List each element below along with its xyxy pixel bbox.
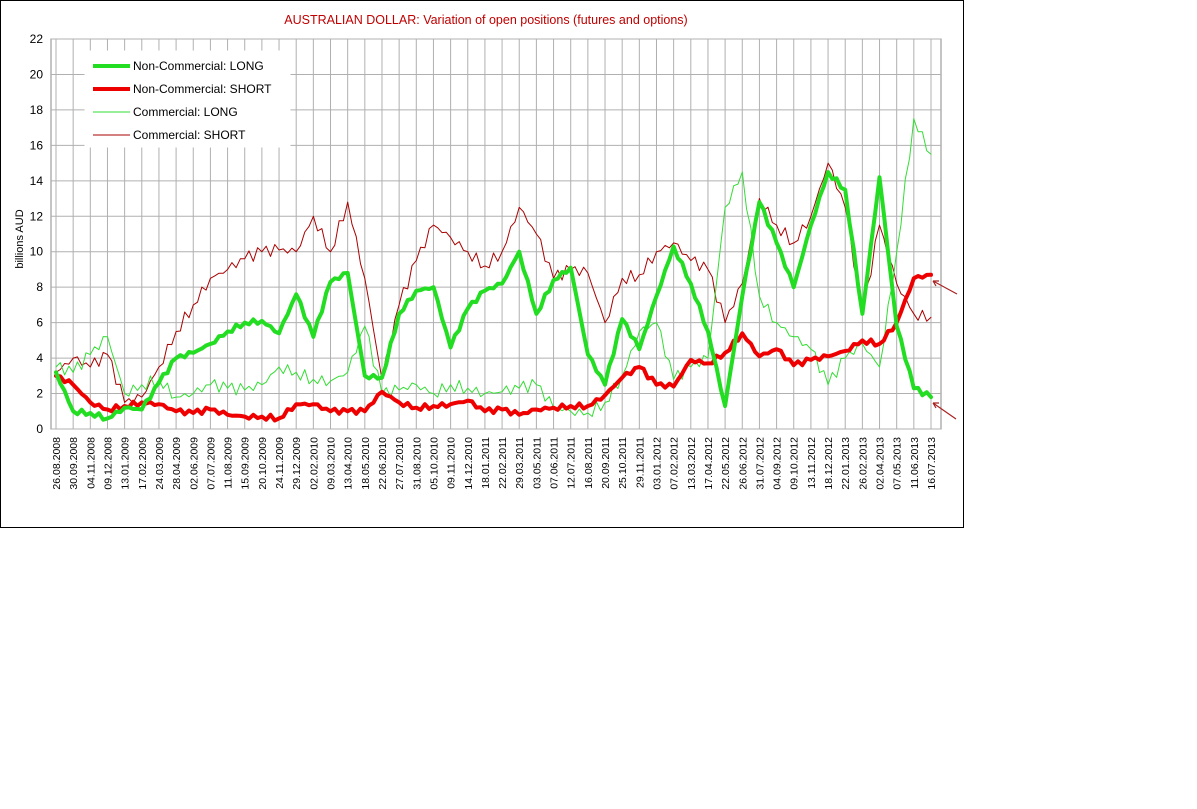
x-tick-label: 09.11.2010 — [446, 437, 458, 489]
x-tick-label: 18.05.2010 — [360, 437, 372, 490]
x-tick-label: 28.04.2009 — [171, 437, 183, 490]
x-tick-label: 30.09.2008 — [68, 437, 80, 490]
x-tick-label: 18.01.2011 — [480, 437, 492, 489]
series-line-1 — [54, 272, 933, 423]
y-tick-label: 22 — [30, 32, 44, 46]
series-line-0 — [54, 170, 933, 422]
x-tick-label: 14.12.2010 — [463, 437, 475, 490]
chart-title: AUSTRALIAN DOLLAR: Variation of open pos… — [284, 13, 687, 27]
x-tick-label: 12.07.2011 — [566, 437, 578, 489]
x-tick-label: 13.03.2012 — [686, 437, 698, 490]
x-tick-label: 07.02.2012 — [669, 437, 681, 490]
x-tick-label: 13.04.2010 — [343, 437, 355, 490]
x-tick-label: 05.10.2010 — [428, 437, 440, 490]
x-tick-label: 11.06.2013 — [909, 437, 921, 489]
x-tick-label: 31.07.2012 — [754, 437, 766, 490]
x-tick-label: 02.06.2009 — [188, 437, 200, 490]
x-tick-label: 03.01.2012 — [651, 437, 663, 490]
x-tick-label: 26.06.2012 — [737, 437, 749, 490]
y-tick-label: 2 — [36, 387, 43, 401]
x-tick-label: 11.08.2009 — [223, 437, 235, 489]
x-tick-label: 17.04.2012 — [703, 437, 715, 490]
x-tick-label: 16.08.2011 — [583, 437, 595, 489]
x-tick-label: 26.02.2013 — [857, 437, 869, 490]
x-tick-label: 02.02.2010 — [308, 437, 320, 490]
legend-entry: Commercial: LONG — [133, 105, 238, 119]
x-tick-label: 20.09.2011 — [600, 437, 612, 489]
x-tick-label: 22.05.2012 — [720, 437, 732, 490]
x-tick-label: 26.08.2008 — [51, 437, 63, 490]
x-tick-label: 22.02.2011 — [497, 437, 509, 489]
x-tick-label: 09.03.2010 — [326, 437, 338, 490]
x-tick-label: 18.12.2012 — [823, 437, 835, 490]
x-tick-label: 07.07.2009 — [205, 437, 217, 490]
x-tick-label: 22.01.2013 — [840, 437, 852, 490]
y-tick-label: 20 — [30, 67, 44, 81]
x-tick-label: 15.09.2009 — [240, 437, 252, 490]
x-tick-label: 07.06.2011 — [549, 437, 561, 489]
x-tick-label: 17.02.2009 — [137, 437, 149, 490]
x-tick-label: 09.10.2012 — [789, 437, 801, 490]
axes: 0 2 4 6 8 10 12 14 16 18 20 22 26.08.2008 30.09.2008 0… — [30, 32, 938, 490]
x-tick-label: 04.11.2008 — [85, 437, 97, 489]
arrow-long — [932, 402, 957, 420]
legend-entry: Commercial: SHORT — [133, 128, 246, 142]
x-tick-label: 27.07.2010 — [394, 437, 406, 490]
legend-entry: Non-Commercial: SHORT — [133, 82, 272, 96]
legend: Non-Commercial: LONG Non-Commercial: SHOR… — [84, 50, 291, 148]
y-axis-label: billions AUD — [14, 209, 26, 268]
x-tick-label: 24.03.2009 — [154, 437, 166, 490]
y-tick-label: 4 — [36, 351, 43, 365]
x-tick-label: 29.12.2009 — [291, 437, 303, 490]
x-tick-label: 29.11.2011 — [634, 437, 646, 488]
legend-entry: Non-Commercial: LONG — [133, 59, 264, 73]
x-tick-label: 02.04.2013 — [875, 437, 887, 490]
x-tick-label: 25.10.2011 — [617, 437, 629, 489]
x-tick-label: 09.12.2008 — [102, 437, 114, 490]
chart-svg: AUSTRALIAN DOLLAR: Variation of open pos… — [14, 13, 958, 490]
arrow-short — [932, 280, 958, 295]
x-tick-label: 07.05.2013 — [892, 437, 904, 490]
annotation-arrows — [932, 280, 958, 420]
x-tick-label: 20.10.2009 — [257, 437, 269, 490]
series-line-3 — [55, 162, 932, 404]
x-tick-label: 16.07.2013 — [926, 437, 938, 490]
y-tick-label: 8 — [36, 280, 43, 294]
x-tick-label: 13.01.2009 — [120, 437, 132, 490]
series-layer — [54, 118, 933, 423]
y-tick-label: 16 — [30, 138, 44, 152]
x-tick-label: 03.05.2011 — [531, 437, 543, 489]
y-tick-label: 6 — [36, 316, 43, 330]
series-line-2 — [55, 118, 932, 417]
x-tick-label: 13.11.2012 — [806, 437, 818, 489]
x-tick-label: 24.11.2009 — [274, 437, 286, 489]
chart-frame: AUSTRALIAN DOLLAR: Variation of open pos… — [0, 0, 964, 528]
y-tick-label: 18 — [30, 103, 44, 117]
x-tick-label: 22.06.2010 — [377, 437, 389, 490]
x-tick-label: 04.09.2012 — [772, 437, 784, 490]
y-tick-label: 12 — [30, 209, 44, 223]
y-tick-label: 14 — [30, 174, 44, 188]
y-tick-label: 10 — [30, 245, 44, 259]
x-tick-label: 31.08.2010 — [411, 437, 423, 490]
y-tick-label: 0 — [36, 422, 43, 436]
x-tick-label: 29.03.2011 — [514, 437, 526, 489]
